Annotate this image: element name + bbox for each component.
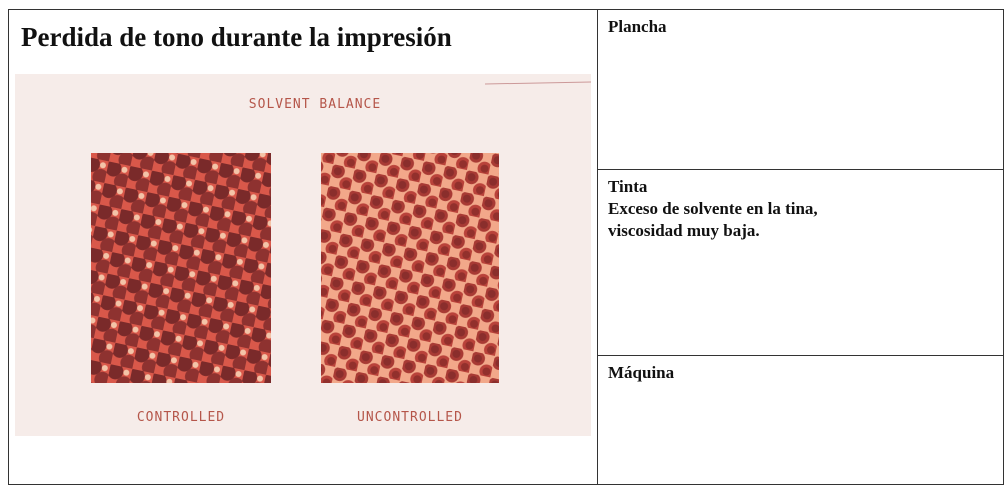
title: Perdida de tono durante la impresión	[21, 22, 452, 52]
right-column: Plancha Tinta Exceso de solvente en la tin…	[598, 10, 1003, 484]
photo: SOLVENT BALANCE CONTROLLED UNCONTROLLED	[15, 74, 591, 436]
cell-label: Tinta	[608, 177, 648, 196]
table-cell: Plancha	[598, 10, 1003, 170]
image-caption: UNCONTROLLED	[357, 410, 463, 425]
table-cell: Tinta Exceso de solvente en la tina, visco…	[598, 170, 1003, 356]
image-heading: SOLVENT BALANCE	[249, 97, 381, 112]
cell-label: Máquina	[608, 363, 675, 382]
table: Perdida de tono durante la impresión	[8, 9, 1004, 485]
photo-line	[484, 81, 591, 85]
table-cell: Máquina	[598, 356, 1003, 484]
cell-text: Exceso de solvente en la tina,	[608, 199, 818, 218]
uncontrolled-panel	[321, 153, 499, 383]
image-caption: CONTROLLED	[137, 410, 225, 425]
left-cell: Perdida de tono durante la impresión	[9, 10, 598, 484]
controlled-panel	[91, 153, 271, 383]
cell-label: Plancha	[608, 17, 667, 36]
cell-text: viscosidad muy baja.	[608, 221, 760, 240]
